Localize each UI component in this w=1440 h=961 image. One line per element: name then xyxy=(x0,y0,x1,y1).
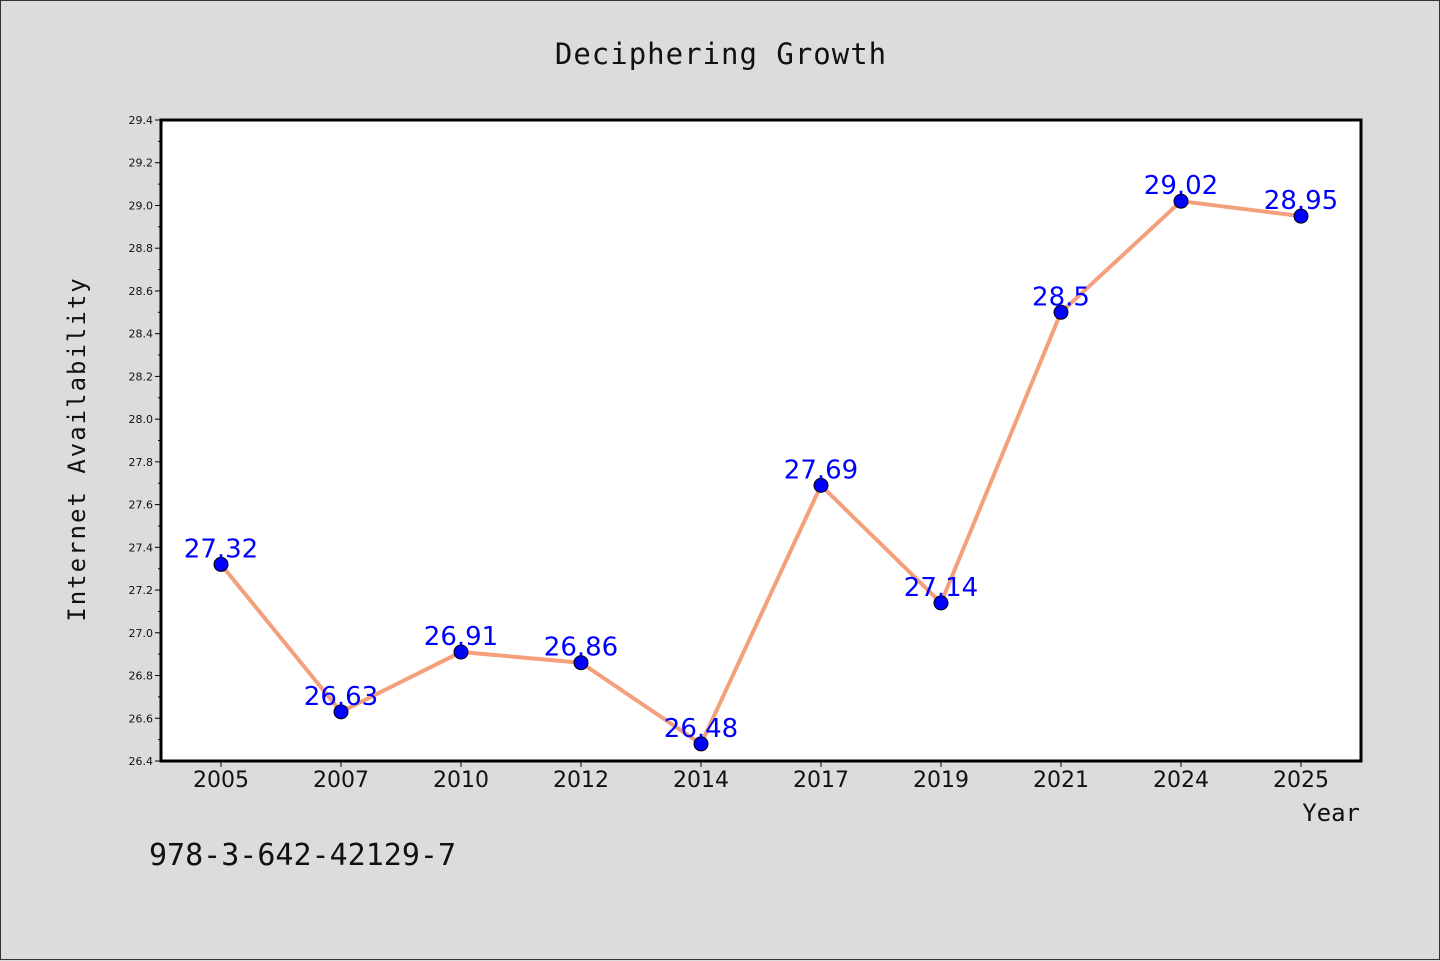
y-tick-label: 29.0 xyxy=(129,199,154,212)
footer-note: 978-3-642-42129-7 xyxy=(149,838,456,873)
x-tick-label: 2019 xyxy=(913,768,969,793)
data-point xyxy=(1173,193,1189,209)
x-axis-label: Year xyxy=(1302,799,1360,827)
x-tick-label: 2014 xyxy=(673,768,729,793)
y-axis-label: Internet Availability xyxy=(63,276,91,621)
y-tick-label: 26.8 xyxy=(129,670,154,683)
data-point xyxy=(333,704,349,720)
y-tick-label: 28.2 xyxy=(129,370,154,383)
data-label: 26.91 xyxy=(424,622,498,652)
data-point xyxy=(1053,304,1069,320)
data-point xyxy=(573,655,589,671)
data-series xyxy=(213,193,1309,752)
x-tick-label: 2017 xyxy=(793,768,849,793)
data-label: 29.02 xyxy=(1144,171,1218,201)
y-tick-label: 27.4 xyxy=(129,541,154,554)
data-label: 27.14 xyxy=(904,573,978,603)
y-tick-label: 27.0 xyxy=(129,627,154,640)
data-point xyxy=(813,477,829,493)
data-label: 26.86 xyxy=(544,633,618,663)
data-label: 27.32 xyxy=(184,534,258,564)
data-point xyxy=(453,644,469,660)
y-axis: 26.4 26.6 26.8 27.0 27.2 27.4 27.6 27.8 28.0 28.2… xyxy=(129,114,161,768)
plot-area xyxy=(161,120,1361,761)
y-tick-label: 28.0 xyxy=(129,413,154,426)
x-tick-label: 2005 xyxy=(193,768,249,793)
data-labels: 27.32 26.63 26.91 26.86 26.48 27.69 27.14 28.5 2… xyxy=(184,171,1338,744)
data-label: 27.69 xyxy=(784,455,858,485)
x-tick-label: 2007 xyxy=(313,768,369,793)
x-tick-label: 2024 xyxy=(1153,768,1209,793)
data-label: 28.5 xyxy=(1032,282,1090,312)
data-point xyxy=(933,595,949,611)
y-tick-label: 28.4 xyxy=(129,328,154,341)
y-tick-label: 28.6 xyxy=(129,285,154,298)
series-line xyxy=(219,199,1303,746)
y-tick-label: 27.6 xyxy=(129,499,154,512)
chart-title: Deciphering Growth xyxy=(555,37,887,71)
y-tick-label: 29.2 xyxy=(129,157,154,170)
data-point xyxy=(213,556,229,572)
x-tick-label: 2012 xyxy=(553,768,609,793)
y-tick-label: 26.4 xyxy=(129,755,154,768)
data-point xyxy=(1293,208,1309,224)
y-tick-label: 27.2 xyxy=(129,584,154,597)
y-tick-label: 29.4 xyxy=(129,114,154,127)
x-tick-label: 2021 xyxy=(1033,768,1089,793)
data-point xyxy=(693,736,709,752)
y-tick-label: 28.8 xyxy=(129,242,154,255)
data-label: 28.95 xyxy=(1264,186,1338,216)
x-axis: 2005 2007 2010 2012 2014 2017 2019 2021 2024 2025 xyxy=(193,761,1329,793)
x-tick-label: 2010 xyxy=(433,768,489,793)
plot-border xyxy=(159,118,1363,763)
data-label: 26.63 xyxy=(304,682,378,712)
y-tick-label: 27.8 xyxy=(129,456,154,469)
x-tick-label: 2025 xyxy=(1273,768,1329,793)
data-label: 26.48 xyxy=(664,714,738,744)
y-tick-label: 26.6 xyxy=(129,712,154,725)
